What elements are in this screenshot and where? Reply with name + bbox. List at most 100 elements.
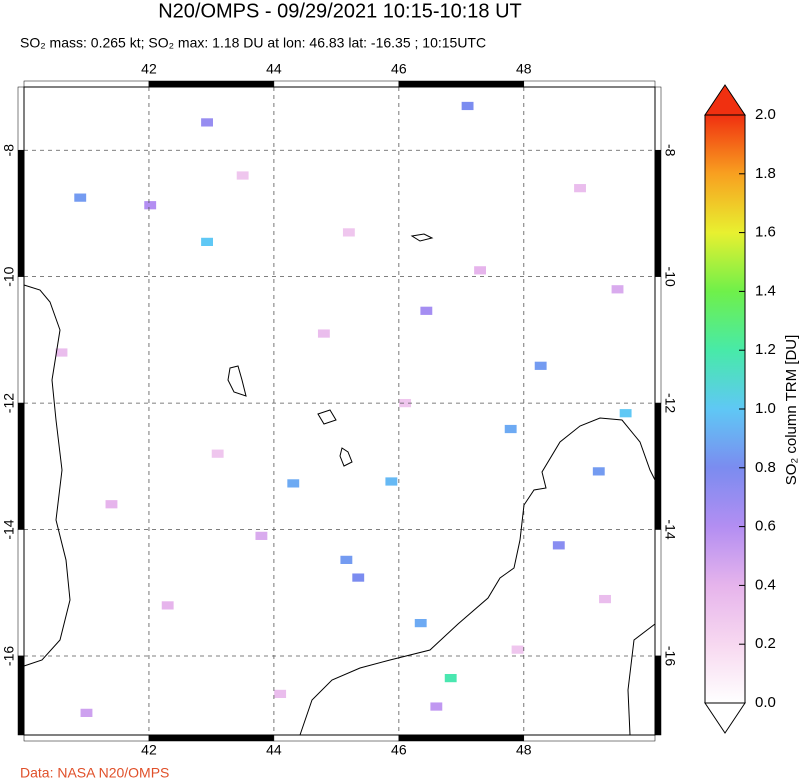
x-tick-label-bottom: 42 (141, 742, 157, 758)
map-frame (17, 80, 662, 742)
grid-layer (24, 87, 655, 735)
y-tick-label-right: -14 (662, 519, 678, 539)
so2-pixel (599, 594, 611, 604)
coast-mozambique (23, 284, 71, 667)
colorbar-tick-label: 1.0 (755, 400, 776, 417)
colorbar-tick-label: 0.0 (755, 694, 776, 711)
frame-bar (523, 734, 656, 742)
so2-pixel (274, 689, 287, 699)
x-tick-label-bottom: 44 (266, 742, 282, 758)
x-tick-label-top: 48 (516, 61, 532, 77)
so2-pixel (74, 193, 87, 202)
x-tick-label-bottom: 48 (516, 742, 532, 758)
x-tick-label-top: 44 (266, 61, 282, 77)
so2-pixel (420, 306, 433, 315)
frame-bar (17, 529, 25, 657)
frame-bar (398, 734, 525, 742)
colorbar-tick-label: 1.8 (755, 165, 776, 182)
coast-madagascar-south (627, 623, 656, 736)
so2-pixel (534, 361, 547, 370)
colorbar-tick-label: 0.6 (755, 518, 776, 535)
colorbar-max-arrow (704, 84, 746, 116)
frame-bar (23, 80, 150, 88)
frame-bar (654, 86, 662, 151)
frame-bar (654, 276, 662, 404)
so2-pixel (144, 201, 157, 210)
island-moheli (317, 409, 337, 425)
source-note: Data: NASA N20/OMPS (20, 765, 169, 781)
so2-pixel (511, 645, 524, 654)
so2-pixel (352, 573, 365, 582)
y-tick-label-left: -16 (1, 646, 17, 666)
so2-pixel (255, 531, 268, 540)
frame-bar (654, 149, 662, 277)
so2-pixel (444, 673, 457, 683)
so2-pixel (574, 184, 586, 193)
title: N20/OMPS - 09/29/2021 10:15-10:18 UT (158, 0, 522, 22)
colorbar-tick-label: 1.6 (755, 224, 776, 241)
so2-pixel (80, 708, 93, 717)
so2-pixel (287, 479, 300, 488)
frame-bar (273, 734, 400, 742)
so2-pixel (342, 228, 355, 237)
y-tick-label-right: -8 (662, 144, 678, 157)
map-background (24, 87, 655, 735)
frame-bar (273, 80, 400, 88)
frame-bar (523, 80, 656, 88)
y-tick-label-left: -8 (1, 144, 17, 157)
y-tick-label-right: -16 (662, 646, 678, 666)
x-tick-label-top: 42 (141, 61, 157, 77)
so2-pixel (236, 171, 249, 180)
colorbar-gradient (704, 114, 746, 704)
subtitle: SO₂ mass: 0.265 kt; SO₂ max: 1.18 DU at … (20, 35, 486, 51)
so2-pixel (414, 618, 427, 628)
map-border (23, 86, 656, 736)
so2-pixel (55, 348, 68, 357)
frame-bar (148, 734, 275, 742)
frame-bar (654, 402, 662, 530)
colorbar: 0.0 0.2 0.4 0.6 0.8 1.0 1.2 1.4 1.6 1.8 2.0 (704, 84, 776, 734)
so2-pixel (552, 541, 565, 550)
frame-bar (17, 86, 25, 151)
island-anjouan (339, 447, 353, 467)
so2-pixel (430, 702, 443, 711)
so2-pixel (340, 555, 353, 564)
colorbar-tick-label: 2.0 (755, 106, 776, 123)
so2-pixel (161, 601, 174, 610)
frame-bar (17, 276, 25, 404)
y-tick-label-left: -12 (1, 393, 17, 413)
so2-pixel (201, 237, 213, 246)
colorbar-tick-label: 0.2 (755, 635, 776, 652)
so2-pixel (474, 266, 487, 275)
frame-bar (148, 80, 275, 88)
frame-bar (398, 80, 525, 88)
so2-pixel (619, 409, 632, 418)
colorbar-label: SO₂ column TRM [DU] (783, 335, 800, 486)
x-tick-label-top: 46 (391, 61, 407, 77)
frame-bar (23, 734, 150, 742)
colorbar-tick-label: 0.8 (755, 459, 776, 476)
so2-pixel (592, 467, 605, 476)
so2-pixel (385, 477, 398, 486)
coastlines (23, 233, 656, 736)
pixel-layer (55, 101, 632, 717)
so2-pixel (611, 285, 624, 294)
frame-bar (654, 529, 662, 657)
y-tick-label-left: -14 (1, 519, 17, 539)
island-grande-comore (227, 365, 247, 397)
so2-pixel (201, 118, 213, 127)
frame-bar (17, 655, 25, 736)
y-tick-label-right: -12 (662, 393, 678, 413)
frame-bar (17, 402, 25, 530)
frame-bar (654, 655, 662, 736)
y-tick-label-left: -10 (1, 266, 17, 286)
coast-madagascar (299, 417, 656, 736)
colorbar-tick-label: 0.4 (755, 576, 776, 593)
so2-pixel (504, 424, 517, 434)
frame-bar (17, 149, 25, 277)
so2-pixel (399, 398, 412, 408)
so2-pixel (105, 500, 118, 509)
island-aldabra (410, 233, 434, 242)
